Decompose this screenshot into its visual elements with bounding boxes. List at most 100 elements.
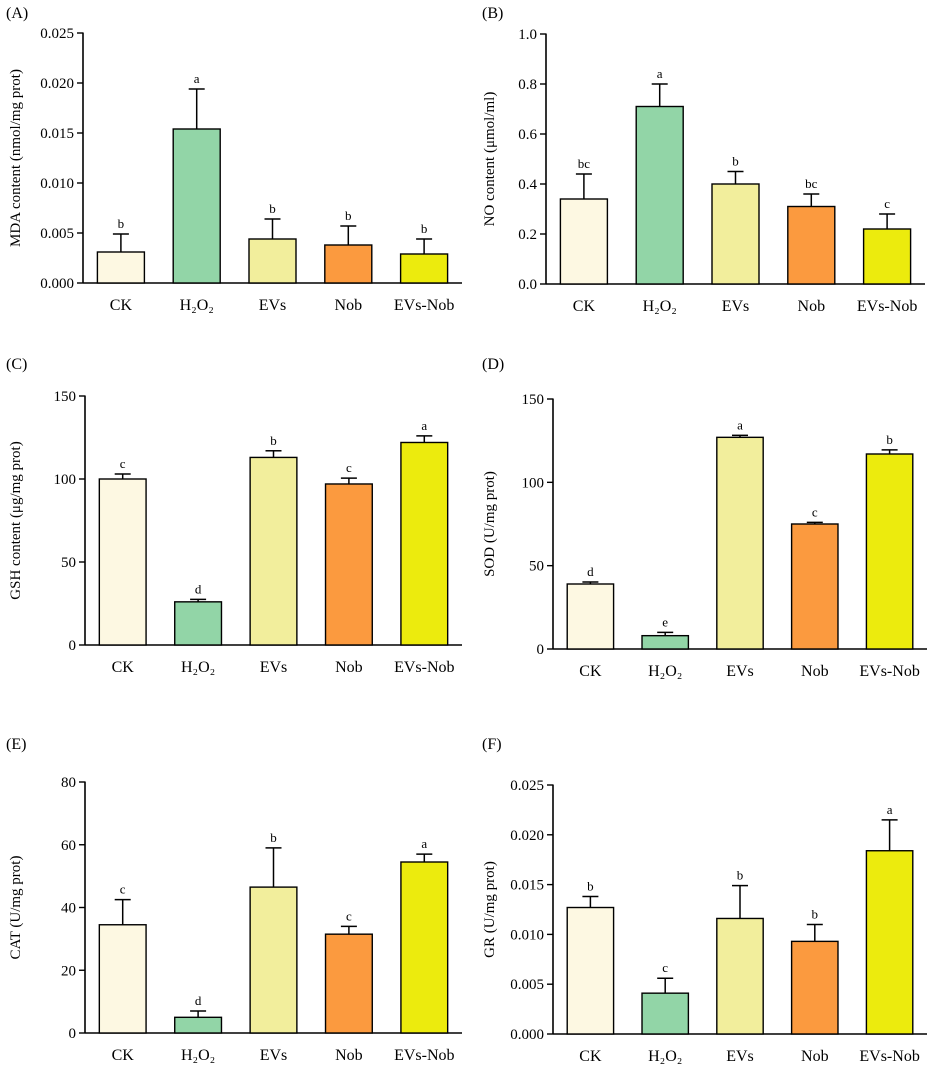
- significance-letter: c: [346, 460, 352, 475]
- gsh-chart: 0 50 100 150 GSH content (μg/mg prot) c CK d H₂O…: [0, 360, 470, 690]
- significance-letter: b: [587, 879, 594, 894]
- significance-letter: b: [812, 906, 819, 921]
- bar: [787, 205, 836, 285]
- y-tick-label: 0.2: [518, 227, 537, 243]
- category-label: EVs: [259, 297, 287, 314]
- significance-letter: a: [421, 418, 427, 433]
- category-label: Nob: [335, 297, 363, 314]
- y-tick-label: 0.8: [518, 77, 537, 93]
- y-tick-label: 0: [69, 638, 77, 654]
- y-tick-label: 150: [54, 389, 77, 405]
- category-label: Nob: [335, 1047, 363, 1064]
- y-tick-label: 0.010: [510, 927, 544, 943]
- panel-label-f: (F): [482, 736, 502, 753]
- y-tick-label: 0.000: [40, 276, 74, 292]
- y-axis-title: SOD (U/mg prot): [482, 471, 498, 577]
- significance-letter: bc: [578, 156, 591, 171]
- y-tick-label: 0.6: [518, 127, 537, 143]
- bar: [324, 244, 373, 284]
- significance-letter: b: [886, 432, 893, 447]
- sod-chart: 0 50 100 150 SOD (U/mg prot) d CK e H₂O₂ a EVs c Nob…: [470, 360, 941, 690]
- y-tick-label: 0.025: [40, 26, 74, 42]
- panel-label-c: (C): [6, 356, 28, 373]
- category-label: CK: [579, 663, 602, 680]
- significance-letter: bc: [805, 176, 818, 191]
- y-tick-label: 0: [537, 642, 545, 658]
- y-tick-label: 0.010: [40, 176, 74, 192]
- y-tick-label: 60: [61, 838, 76, 854]
- y-axis-title: NO content (μmol/ml): [482, 92, 498, 227]
- bar: [249, 886, 298, 1034]
- category-label: Nob: [801, 663, 829, 680]
- bar: [400, 441, 449, 646]
- y-tick-label: 150: [522, 392, 545, 408]
- significance-letter: c: [884, 196, 890, 211]
- bar: [862, 228, 912, 285]
- mda-chart: 0.000 0.005 0.010 0.015 0.020 0.025 MDA conten…: [0, 0, 470, 320]
- significance-letter: c: [120, 456, 126, 471]
- category-label: EVs-Nob: [859, 663, 919, 680]
- y-tick-label: 0.4: [518, 177, 537, 193]
- y-tick-label: 0: [69, 1026, 77, 1042]
- bar: [324, 483, 373, 646]
- bar: [98, 478, 147, 646]
- significance-letter: b: [269, 201, 276, 216]
- significance-letter: b: [118, 216, 125, 231]
- y-tick-label: 100: [522, 475, 545, 491]
- significance-letter: d: [195, 993, 202, 1008]
- category-label: Nob: [798, 298, 826, 315]
- y-tick-label: 40: [61, 901, 76, 917]
- category-label: H₂O₂: [180, 297, 214, 314]
- bar: [865, 453, 914, 650]
- category-label: EVs: [260, 659, 288, 676]
- y-axis-title: CAT (U/mg prot): [8, 856, 24, 960]
- cat-chart: 0 20 40 60 80 CAT (U/mg prot) c CK d H₂O₂ b EVs c Nob…: [0, 740, 470, 1075]
- significance-letter: b: [737, 868, 744, 883]
- no-chart: 0.0 0.2 0.4 0.6 0.8 1.0 NO content (μmol/ml) bc…: [470, 0, 941, 320]
- significance-letter: c: [662, 960, 668, 975]
- bar: [711, 183, 760, 285]
- category-label: CK: [579, 1048, 602, 1065]
- bar: [635, 105, 684, 285]
- bar: [716, 436, 764, 650]
- significance-letter: b: [345, 208, 352, 223]
- bar: [249, 456, 298, 646]
- y-tick-label: 80: [61, 775, 76, 791]
- significance-letter: a: [657, 66, 663, 81]
- category-label: EVs-Nob: [394, 1047, 454, 1064]
- significance-letter: d: [587, 564, 594, 579]
- significance-letter: c: [120, 882, 126, 897]
- significance-letter: b: [421, 221, 428, 236]
- panel-label-e: (E): [6, 736, 27, 753]
- category-label: CK: [112, 1047, 135, 1064]
- bar: [566, 583, 615, 650]
- bar: [174, 601, 223, 646]
- y-tick-label: 0.025: [510, 778, 544, 794]
- y-tick-label: 0.015: [510, 878, 544, 894]
- bar: [248, 238, 297, 284]
- significance-letter: b: [270, 830, 277, 845]
- significance-letter: d: [195, 581, 202, 596]
- bar: [172, 128, 221, 284]
- y-tick-label: 0.000: [510, 1027, 544, 1043]
- gr-chart: 0.000 0.005 0.010 0.015 0.020 0.025 GR (U/mg p…: [470, 740, 941, 1075]
- bar: [716, 917, 764, 1035]
- significance-letter: b: [732, 154, 739, 169]
- category-label: Nob: [801, 1048, 829, 1065]
- category-label: EVs: [260, 1047, 288, 1064]
- significance-letter: a: [887, 802, 893, 817]
- y-axis-title: GSH content (μg/mg prot): [8, 441, 24, 599]
- y-tick-label: 0.015: [40, 126, 74, 142]
- y-axis-title: GR (U/mg prot): [482, 861, 498, 958]
- category-label: EVs: [726, 663, 754, 680]
- y-tick-label: 100: [54, 472, 77, 488]
- category-label: H₂O₂: [643, 298, 677, 315]
- bar: [641, 992, 690, 1035]
- category-label: H₂O₂: [181, 1047, 215, 1064]
- category-label: EVs-Nob: [394, 659, 454, 676]
- bar: [790, 940, 839, 1035]
- significance-letter: e: [662, 614, 668, 629]
- bar: [865, 850, 914, 1035]
- significance-letter: c: [346, 908, 352, 923]
- panel-label-a: (A): [6, 5, 29, 22]
